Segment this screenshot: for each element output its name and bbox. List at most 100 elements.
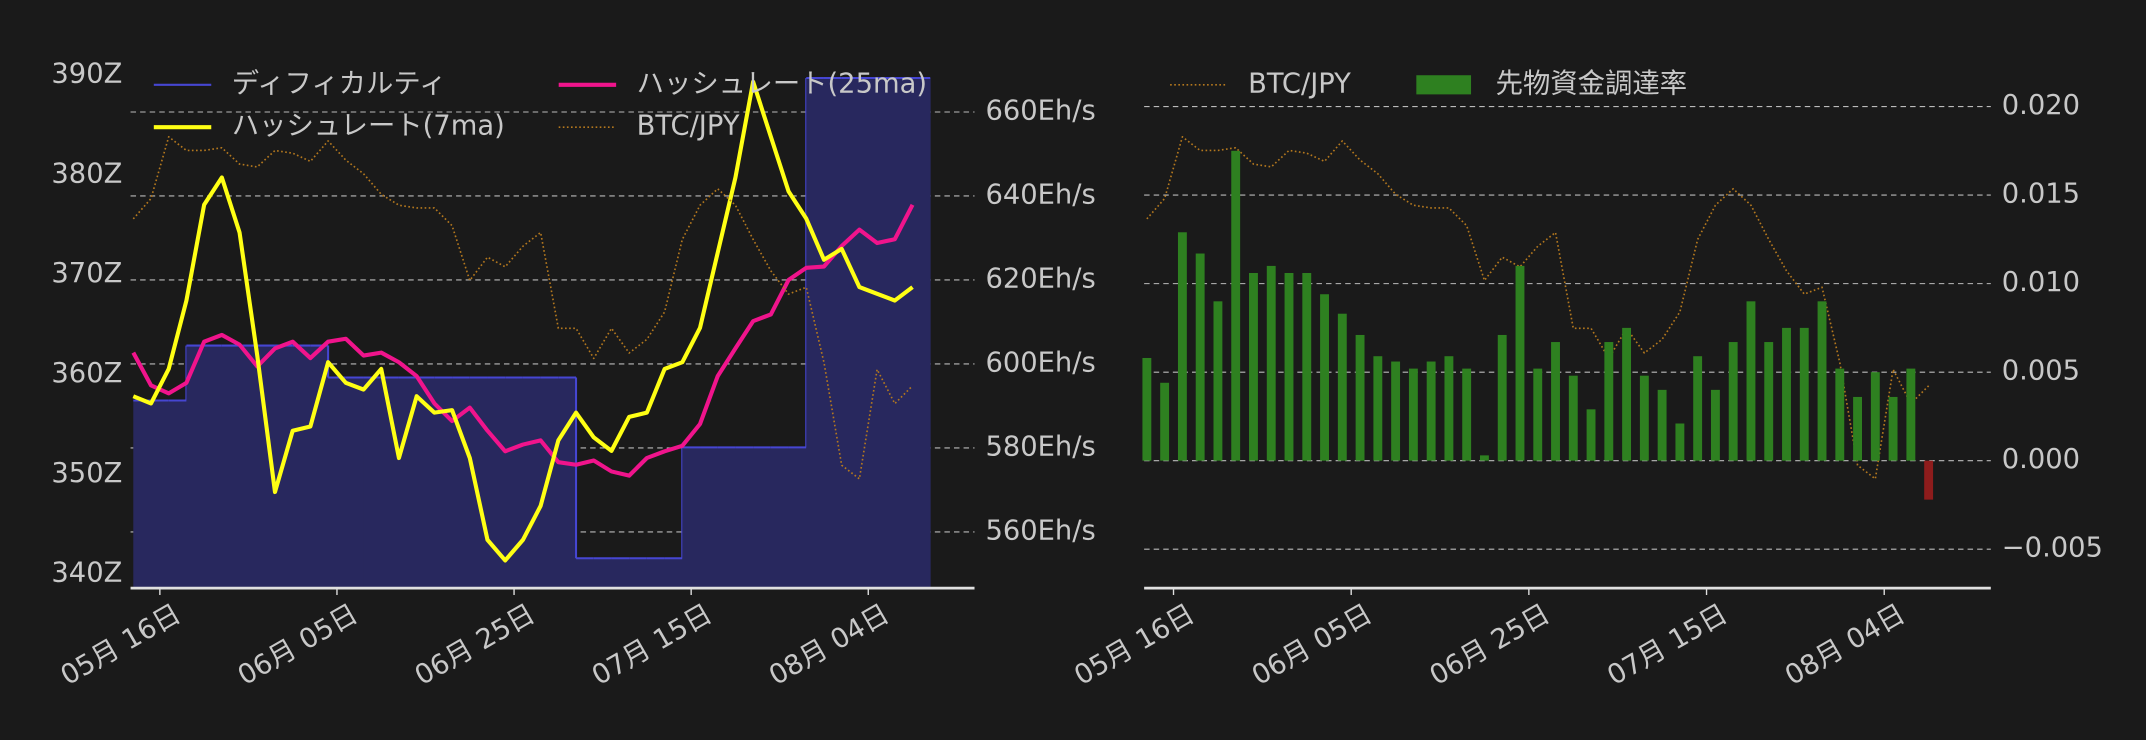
- bar: [1604, 342, 1614, 461]
- difficulty-area: [345, 377, 364, 589]
- bar: [1693, 356, 1703, 461]
- y-tick-label: 360Z: [51, 358, 122, 389]
- y-tick-label: 340Z: [51, 558, 122, 589]
- difficulty-area: [753, 447, 772, 589]
- bar: [1462, 368, 1472, 461]
- legend-label: ハッシュレート(7ma): [232, 111, 505, 142]
- bar: [1870, 372, 1880, 461]
- bar: [1906, 368, 1916, 461]
- difficulty-area: [859, 77, 878, 589]
- y-tick-label: 0.005: [2002, 356, 2080, 387]
- bar: [1639, 375, 1649, 461]
- legend-label: ハッシュレート(25ma): [637, 68, 927, 99]
- difficulty-area: [788, 447, 807, 589]
- bar: [1177, 232, 1187, 461]
- difficulty-area: [806, 77, 825, 589]
- legend-label: ディフィカルティ: [232, 68, 447, 99]
- difficulty-area: [629, 558, 648, 589]
- bar: [1853, 396, 1863, 461]
- difficulty-area: [611, 558, 630, 589]
- y-tick-label: 380Z: [51, 158, 122, 189]
- difficulty-area: [735, 447, 754, 589]
- bar: [1835, 368, 1845, 461]
- difficulty-area: [823, 77, 843, 589]
- y2-tick-label: 640Eh/s: [985, 179, 1095, 210]
- y-tick-label: 0.020: [2002, 90, 2080, 121]
- y-tick-label: 370Z: [51, 258, 122, 289]
- bar: [1710, 389, 1720, 461]
- bar: [1888, 396, 1898, 461]
- difficulty-area: [770, 447, 789, 589]
- difficulty-area: [646, 558, 666, 589]
- difficulty-area: [593, 558, 612, 589]
- bar: [1622, 327, 1632, 461]
- difficulty-area: [487, 377, 506, 589]
- bar: [1675, 423, 1685, 461]
- bar: [1497, 334, 1507, 461]
- bar: [1515, 265, 1525, 461]
- y2-tick-label: 620Eh/s: [985, 263, 1095, 294]
- difficulty-area: [452, 377, 471, 589]
- bar: [1391, 361, 1401, 461]
- difficulty-area: [363, 377, 382, 589]
- bar: [1249, 272, 1258, 461]
- y-tick-label: 0.010: [2002, 267, 2080, 298]
- bar: [1924, 460, 1934, 500]
- bar: [1231, 150, 1241, 461]
- difficulty-area: [416, 377, 435, 589]
- difficulty-area: [469, 377, 488, 589]
- difficulty-area: [664, 558, 683, 589]
- y-tick-label: 390Z: [51, 58, 122, 89]
- difficulty-area: [204, 345, 223, 589]
- difficulty-area: [168, 400, 187, 589]
- bar: [1480, 455, 1489, 461]
- bar: [1337, 313, 1347, 461]
- difficulty-area: [239, 345, 258, 589]
- y-tick-label: −0.005: [2002, 533, 2103, 564]
- bar: [1373, 356, 1383, 461]
- y-tick-label: 0.000: [2002, 444, 2080, 475]
- difficulty-area: [700, 447, 719, 589]
- bar: [1817, 301, 1827, 461]
- bar: [1213, 301, 1223, 461]
- bar: [1657, 389, 1667, 461]
- difficulty-area: [434, 377, 453, 589]
- bar: [1586, 409, 1596, 461]
- difficulty-area: [186, 345, 205, 589]
- legend-label: 先物資金調達率: [1496, 68, 1687, 99]
- difficulty-area: [912, 77, 931, 589]
- y2-tick-label: 560Eh/s: [985, 515, 1095, 546]
- difficulty-area: [682, 447, 701, 589]
- bar: [1302, 272, 1312, 461]
- bar: [1444, 356, 1454, 461]
- difficulty-area: [841, 77, 860, 589]
- difficulty-area: [505, 377, 524, 589]
- series-line: [132, 79, 914, 563]
- y2-tick-label: 660Eh/s: [985, 95, 1095, 126]
- difficulty-area: [398, 377, 418, 589]
- difficulty-area: [328, 377, 347, 589]
- difficulty-area: [133, 400, 152, 589]
- bar: [1266, 265, 1276, 461]
- bar: [1284, 272, 1294, 461]
- series-line: [1146, 136, 1930, 480]
- plot-1: 05月 16日 06月 05日 06月 25日 07月 15日 08月 04日−0.00…: [1069, 68, 2103, 692]
- difficulty-area: [292, 345, 311, 589]
- difficulty-area: [221, 345, 240, 589]
- difficulty-area: [522, 377, 542, 589]
- y2-tick-label: 600Eh/s: [985, 347, 1095, 378]
- legend-swatch: [1416, 75, 1472, 95]
- bar: [1799, 327, 1809, 461]
- difficulty-area: [310, 345, 329, 589]
- series-line: [131, 203, 915, 478]
- difficulty-area: [540, 377, 559, 589]
- y-tick-label: 350Z: [51, 458, 122, 489]
- bar: [1728, 342, 1738, 461]
- series-line: [132, 136, 914, 480]
- difficulty-area: [894, 77, 913, 589]
- difficulty-area: [558, 377, 577, 589]
- bar: [1320, 294, 1329, 461]
- y-tick-label: 0.015: [2002, 179, 2080, 210]
